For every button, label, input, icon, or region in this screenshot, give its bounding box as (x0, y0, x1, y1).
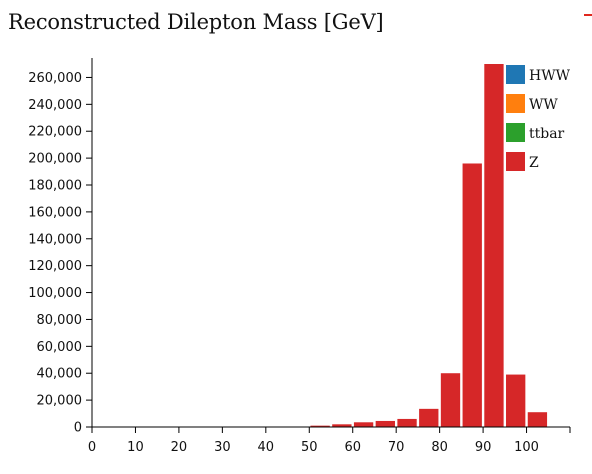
legend-label-hww: HWW (529, 68, 571, 84)
bar-z-60 (353, 422, 374, 427)
legend-swatch-ww (506, 94, 525, 113)
y-tick-label: 220,000 (28, 125, 82, 140)
y-tick-label: 80,000 (37, 313, 83, 328)
x-tick-label: 40 (258, 440, 275, 455)
legend-swatch-ttbar (506, 123, 525, 142)
bar-z-55 (332, 424, 352, 427)
bar-z-100 (527, 412, 548, 427)
y-tick-label: 60,000 (37, 340, 83, 355)
y-tick-label: 20,000 (37, 394, 83, 409)
bar-z-70 (397, 418, 417, 427)
chart-title: Reconstructed Dilepton Mass [GeV] (8, 10, 384, 34)
x-tick-label: 20 (171, 440, 188, 455)
legend-label-ww: WW (529, 97, 558, 113)
bar-z-85 (462, 163, 482, 427)
y-tick-label: 0 (74, 421, 82, 436)
bar-z-90 (484, 64, 504, 427)
x-tick-label: 30 (214, 440, 231, 455)
x-tick-label: 90 (475, 440, 492, 455)
legend: HWW WW ttbar Z (506, 65, 571, 171)
x-axis: 0 10 20 30 40 50 60 70 80 90 100 (88, 426, 571, 455)
y-tick-label: 240,000 (28, 98, 82, 113)
bar-z-80 (440, 373, 461, 427)
bar-z-50 (310, 425, 330, 427)
x-tick-label: 10 (127, 440, 144, 455)
x-tick-label: 60 (344, 440, 361, 455)
bar-z-95 (506, 374, 526, 427)
y-tick-label: 160,000 (28, 205, 82, 220)
y-tick-label: 100,000 (28, 286, 82, 301)
y-tick-label: 260,000 (28, 71, 82, 86)
y-axis: 0 20,000 40,000 60,000 80,000 100,000 120,000 1… (28, 58, 93, 436)
x-tick-label: 80 (431, 440, 448, 455)
y-tick-label: 40,000 (37, 367, 83, 382)
y-tick-label: 200,000 (28, 152, 82, 167)
legend-swatch-hww (506, 65, 525, 84)
corner-mark (584, 14, 592, 16)
x-tick-label: 50 (301, 440, 318, 455)
bar-z-65 (375, 420, 395, 427)
legend-label-z: Z (529, 155, 539, 171)
x-tick-label: 70 (388, 440, 405, 455)
y-tick-label: 120,000 (28, 259, 82, 274)
legend-label-ttbar: ttbar (529, 126, 565, 142)
y-tick-label: 180,000 (28, 179, 82, 194)
bars-group (310, 64, 548, 427)
legend-swatch-z (506, 152, 525, 171)
y-tick-label: 140,000 (28, 232, 82, 247)
bar-z-75 (419, 408, 439, 427)
x-tick-label: 100 (514, 440, 539, 455)
x-tick-label: 0 (88, 440, 96, 455)
